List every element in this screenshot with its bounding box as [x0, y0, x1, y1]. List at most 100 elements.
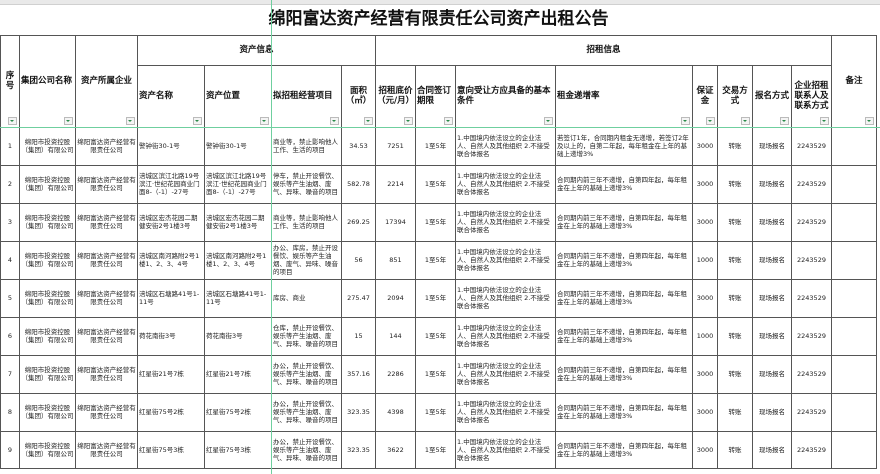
cell-seq[interactable]: 1	[0, 126, 20, 166]
cell-area[interactable]: 582.78	[341, 164, 376, 204]
cell-project[interactable]: 办公，禁止开设餐饮、娱乐等产生油烟、废气、异味、噪音的项目	[271, 392, 342, 432]
cell-seq[interactable]: 5	[0, 278, 20, 318]
cell-term[interactable]: 1至5年	[415, 126, 456, 166]
filter-dropdown-icon[interactable]	[260, 116, 269, 125]
cell-asset-name[interactable]: 涪城区南河路附2号1楼1、2、3、4号	[137, 240, 205, 280]
cell-group[interactable]: 绵阳市投资控股（集团）有限公司	[19, 430, 76, 469]
cell-group[interactable]: 绵阳市投资控股（集团）有限公司	[19, 354, 76, 394]
cell-note[interactable]	[831, 316, 877, 356]
cell-contact[interactable]: 2243529	[791, 430, 832, 469]
cell-contact[interactable]: 2243529	[791, 354, 832, 394]
cell-conditions[interactable]: 1.中国境内依法设立的企业法人、自然人及其他组织 2.不接受联合体报名	[455, 240, 556, 280]
header-term[interactable]: 合同签订期限	[415, 64, 456, 128]
header-group[interactable]: 集团公司名称	[19, 34, 76, 128]
cell-increase[interactable]: 合同期内前三年不递增，自第四年起，每年租金在上年的基础上递增3%	[555, 354, 693, 394]
cell-register[interactable]: 现场报名	[752, 202, 792, 242]
cell-asset-name[interactable]: 红星街75号3栋	[137, 430, 205, 469]
cell-group[interactable]: 绵阳市投资控股（集团）有限公司	[19, 392, 76, 432]
cell-increase[interactable]: 合同期内前三年不递增，自第四年起，每年租金在上年的基础上递增3%	[555, 316, 693, 356]
cell-register[interactable]: 现场报名	[752, 392, 792, 432]
header-deposit[interactable]: 保证金	[692, 64, 718, 128]
header-increase[interactable]: 租金递增率	[555, 64, 693, 128]
cell-conditions[interactable]: 1.中国境内依法设立的企业法人、自然人及其他组织 2.不接受联合体报名	[455, 354, 556, 394]
cell-deposit[interactable]: 1000	[692, 240, 718, 280]
cell-increase[interactable]: 合同期内前三年不递增，自第四年起，每年租金在上年的基础上递增3%	[555, 240, 693, 280]
cell-location[interactable]: 红星街75号2栋	[204, 392, 272, 432]
cell-trade[interactable]: 转账	[717, 430, 753, 469]
cell-contact[interactable]: 2243529	[791, 202, 832, 242]
cell-area[interactable]: 323.35	[341, 392, 376, 432]
cell-term[interactable]: 1至5年	[415, 392, 456, 432]
cell-company[interactable]: 绵阳富达资产经营有限责任公司	[75, 392, 138, 432]
cell-note[interactable]	[831, 430, 877, 469]
filter-dropdown-icon[interactable]	[444, 116, 453, 125]
cell-project[interactable]: 商业等，禁止影响他人工作、生活的项目	[271, 202, 342, 242]
cell-trade[interactable]: 转账	[717, 392, 753, 432]
cell-seq[interactable]: 9	[0, 430, 20, 469]
header-contact[interactable]: 企业招租联系人及联系方式	[791, 64, 832, 128]
cell-company[interactable]: 绵阳富达资产经营有限责任公司	[75, 430, 138, 469]
cell-group[interactable]: 绵阳市投资控股（集团）有限公司	[19, 240, 76, 280]
cell-price[interactable]: 4398	[375, 392, 416, 432]
cell-contact[interactable]: 2243529	[791, 164, 832, 204]
header-location[interactable]: 资产位置	[204, 64, 272, 128]
cell-asset-name[interactable]: 涪城区滨江北路19号滨江·世纪花园商业门面8-（-1）-27号	[137, 164, 205, 204]
cell-seq[interactable]: 2	[0, 164, 20, 204]
cell-trade[interactable]: 转账	[717, 202, 753, 242]
cell-increase[interactable]: 若签订1年，合同期内租金无递增，若签订2年及以上的，自第二年起，每年租金在上年的…	[555, 126, 693, 166]
cell-asset-name[interactable]: 涪城区石塘路41号1-11号	[137, 278, 205, 318]
cell-price[interactable]: 144	[375, 316, 416, 356]
cell-increase[interactable]: 合同期内前三年不递增，自第四年起，每年租金在上年的基础上递增3%	[555, 278, 693, 318]
cell-price[interactable]: 2094	[375, 278, 416, 318]
cell-company[interactable]: 绵阳富达资产经营有限责任公司	[75, 354, 138, 394]
cell-area[interactable]: 56	[341, 240, 376, 280]
filter-dropdown-icon[interactable]	[330, 116, 339, 125]
cell-area[interactable]: 323.35	[341, 430, 376, 469]
filter-dropdown-icon[interactable]	[741, 116, 750, 125]
header-project[interactable]: 拟招租经营项目	[271, 64, 342, 128]
cell-seq[interactable]: 8	[0, 392, 20, 432]
cell-conditions[interactable]: 1.中国境内依法设立的企业法人、自然人及其他组织 2.不接受联合体报名	[455, 430, 556, 469]
header-register[interactable]: 报名方式	[752, 64, 792, 128]
cell-area[interactable]: 357.16	[341, 354, 376, 394]
cell-contact[interactable]: 2243529	[791, 126, 832, 166]
cell-conditions[interactable]: 1.中国境内依法设立的企业法人、自然人及其他组织 2.不接受联合体报名	[455, 316, 556, 356]
cell-register[interactable]: 现场报名	[752, 126, 792, 166]
filter-dropdown-icon[interactable]	[126, 116, 135, 125]
cell-seq[interactable]: 7	[0, 354, 20, 394]
cell-area[interactable]: 34.53	[341, 126, 376, 166]
cell-term[interactable]: 1至5年	[415, 240, 456, 280]
cell-area[interactable]: 269.25	[341, 202, 376, 242]
cell-register[interactable]: 现场报名	[752, 164, 792, 204]
cell-register[interactable]: 现场报名	[752, 278, 792, 318]
filter-dropdown-icon[interactable]	[780, 116, 789, 125]
cell-company[interactable]: 绵阳富达资产经营有限责任公司	[75, 240, 138, 280]
cell-conditions[interactable]: 1.中国境内依法设立的企业法人、自然人及其他组织 2.不接受联合体报名	[455, 392, 556, 432]
cell-asset-name[interactable]: 红星街21号7栋	[137, 354, 205, 394]
cell-term[interactable]: 1至5年	[415, 202, 456, 242]
cell-trade[interactable]: 转账	[717, 240, 753, 280]
cell-term[interactable]: 1至5年	[415, 354, 456, 394]
filter-dropdown-icon[interactable]	[681, 116, 690, 125]
header-area[interactable]: 面积（㎡）	[341, 64, 376, 128]
filter-dropdown-icon[interactable]	[820, 116, 829, 125]
cell-trade[interactable]: 转账	[717, 316, 753, 356]
cell-location[interactable]: 红星街75号3栋	[204, 430, 272, 469]
cell-term[interactable]: 1至5年	[415, 316, 456, 356]
cell-contact[interactable]: 2243529	[791, 316, 832, 356]
cell-asset-name[interactable]: 涪城区宏杰花园二期健安街2号1楼3号	[137, 202, 205, 242]
cell-company[interactable]: 绵阳富达资产经营有限责任公司	[75, 316, 138, 356]
cell-group[interactable]: 绵阳市投资控股（集团）有限公司	[19, 126, 76, 166]
cell-register[interactable]: 现场报名	[752, 354, 792, 394]
cell-trade[interactable]: 转账	[717, 126, 753, 166]
cell-price[interactable]: 2214	[375, 164, 416, 204]
header-asset-name[interactable]: 资产名称	[137, 64, 205, 128]
cell-project[interactable]: 停车，禁止开设餐饮、娱乐等产生油烟、废气、异味、噪音的项目	[271, 164, 342, 204]
cell-term[interactable]: 1至5年	[415, 430, 456, 469]
cell-project[interactable]: 办公，禁止开设餐饮、娱乐等产生油烟、废气、异味、噪音的项目	[271, 354, 342, 394]
cell-project[interactable]: 仓库，禁止开设餐饮、娱乐等产生油烟、废气、异味、噪音的项目	[271, 316, 342, 356]
cell-seq[interactable]: 4	[0, 240, 20, 280]
cell-price[interactable]: 17394	[375, 202, 416, 242]
cell-register[interactable]: 现场报名	[752, 430, 792, 469]
cell-deposit[interactable]: 3000	[692, 430, 718, 469]
